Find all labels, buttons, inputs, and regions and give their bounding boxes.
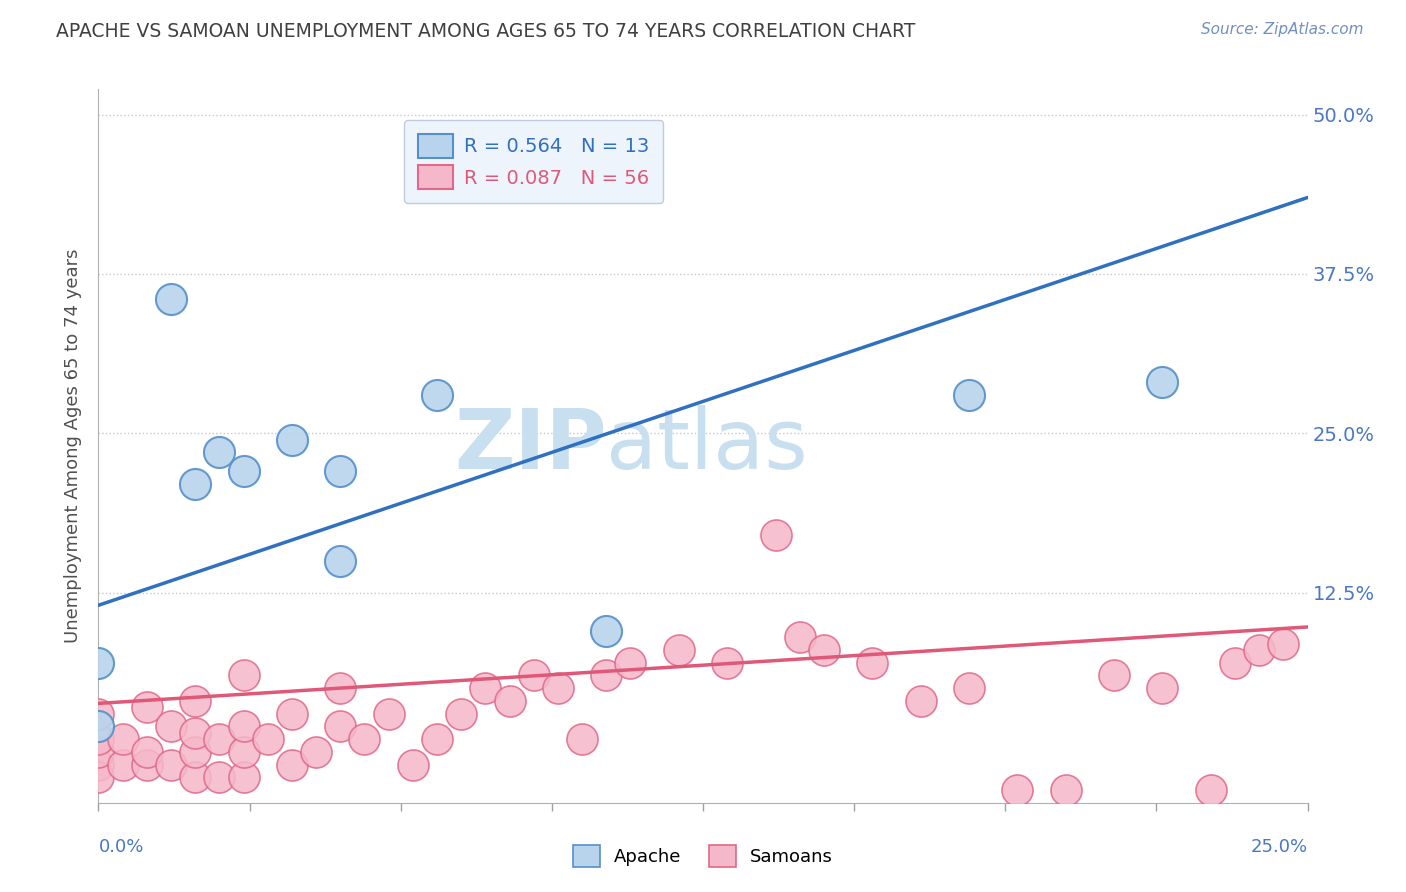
Text: ZIP: ZIP (454, 406, 606, 486)
Point (87, 656, 110, 670)
Point (789, 630, 811, 644)
Point (111, 757, 134, 772)
Point (957, 388, 980, 402)
Point (87, 770, 110, 784)
Point (523, 668, 546, 682)
Point (450, 706, 472, 721)
Point (1199, 783, 1222, 797)
Point (208, 770, 231, 784)
Point (329, 681, 352, 695)
Point (474, 681, 496, 695)
Point (329, 719, 352, 733)
Point (281, 706, 304, 721)
Point (860, 656, 883, 670)
Point (135, 700, 157, 714)
Point (813, 643, 835, 657)
Point (256, 732, 278, 747)
Text: atlas: atlas (606, 406, 808, 486)
Point (232, 719, 254, 733)
Point (402, 757, 425, 772)
Point (281, 433, 304, 447)
Point (377, 706, 399, 721)
Point (232, 465, 254, 479)
Point (232, 745, 254, 759)
Point (135, 745, 157, 759)
Point (1152, 376, 1174, 390)
Point (160, 757, 183, 772)
Point (232, 668, 254, 682)
Point (716, 656, 738, 670)
Point (208, 445, 231, 459)
Point (87, 745, 110, 759)
Point (1054, 783, 1077, 797)
Point (160, 719, 183, 733)
Point (910, 694, 932, 708)
Point (208, 732, 231, 747)
Point (329, 554, 352, 568)
Y-axis label: Unemployment Among Ages 65 to 74 years: Unemployment Among Ages 65 to 74 years (65, 249, 83, 643)
Point (426, 388, 449, 402)
Point (184, 725, 207, 739)
Point (1272, 636, 1295, 650)
Point (957, 681, 980, 695)
Point (1249, 643, 1271, 657)
Point (595, 668, 617, 682)
Point (184, 745, 207, 759)
Point (87, 757, 110, 772)
Point (305, 745, 328, 759)
Point (160, 293, 183, 307)
Point (135, 757, 157, 772)
Point (426, 732, 449, 747)
Point (1007, 783, 1029, 797)
Point (329, 465, 352, 479)
Point (498, 694, 520, 708)
Point (281, 757, 304, 772)
Point (1152, 681, 1174, 695)
Text: Source: ZipAtlas.com: Source: ZipAtlas.com (1201, 22, 1364, 37)
Point (1223, 656, 1246, 670)
Point (595, 624, 617, 638)
Point (571, 732, 593, 747)
Point (668, 643, 690, 657)
Text: 25.0%: 25.0% (1250, 838, 1308, 856)
Point (87, 719, 110, 733)
Point (184, 477, 207, 491)
Point (765, 528, 787, 542)
Legend: R = 0.564   N = 13, R = 0.087   N = 56: R = 0.564 N = 13, R = 0.087 N = 56 (404, 120, 664, 202)
Point (184, 694, 207, 708)
Point (184, 770, 207, 784)
Point (547, 681, 569, 695)
Point (87, 706, 110, 721)
Text: APACHE VS SAMOAN UNEMPLOYMENT AMONG AGES 65 TO 74 YEARS CORRELATION CHART: APACHE VS SAMOAN UNEMPLOYMENT AMONG AGES… (56, 22, 915, 41)
Point (619, 656, 641, 670)
Point (87, 732, 110, 747)
Point (111, 732, 134, 747)
Text: 0.0%: 0.0% (98, 838, 143, 856)
Point (232, 770, 254, 784)
Legend: Apache, Samoans: Apache, Samoans (565, 838, 841, 874)
Point (353, 732, 375, 747)
Point (1102, 668, 1125, 682)
